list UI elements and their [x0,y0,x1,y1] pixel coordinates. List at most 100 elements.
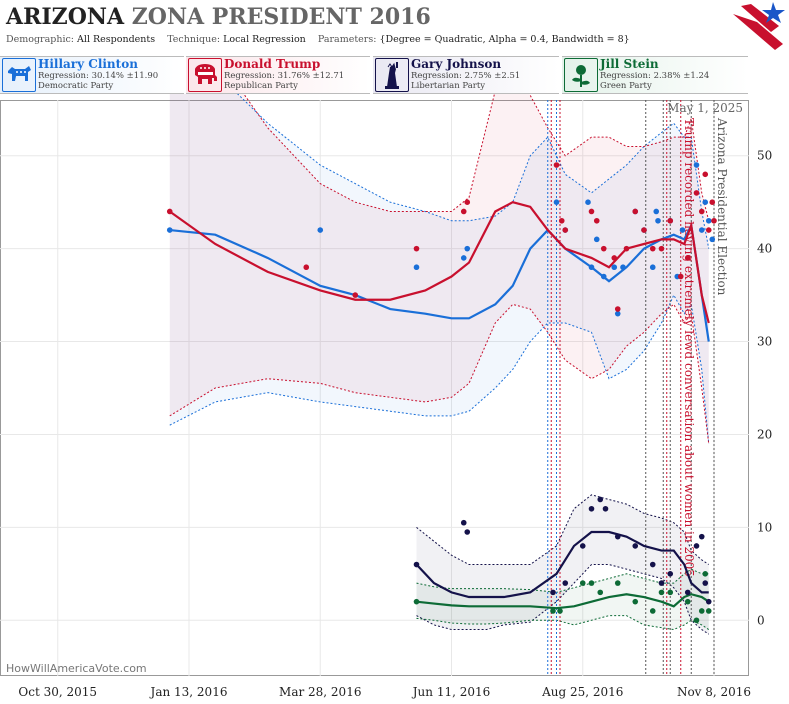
poll-point [588,264,595,271]
poll-point [303,264,310,271]
regression-line [415,530,709,599]
poll-point [649,561,656,568]
y-tick-label: 30 [757,335,772,349]
poll-point [553,199,560,205]
event-label: Trump recorded having extremely lewd con… [682,118,696,577]
poll-point [698,227,705,233]
y-tick-label: 40 [757,242,772,256]
poll-point [614,580,621,586]
candidate-name: Jill Stein [600,57,659,71]
poll-point [667,589,674,596]
poll-point [702,199,709,205]
poll-point [693,162,700,168]
x-tick-label: Mar 28, 2016 [279,685,361,699]
candidate-name: Gary Johnson [411,57,502,71]
demographic-label: Demographic: [6,34,75,45]
x-tick-label: Oct 30, 2015 [18,685,97,699]
liberty-icon [375,58,409,92]
poll-point [641,227,647,233]
poll-point [614,533,621,540]
poll-point [317,227,324,233]
x-tick-label: Nov 8, 2016 [677,685,751,699]
poll-point [709,199,716,205]
donkey-icon [2,58,36,92]
poll-point [709,236,716,243]
upper-bound-line [243,94,710,221]
poll-point [579,543,586,549]
poll-point [588,505,595,512]
poll-point [588,208,595,215]
poll-point [702,580,709,586]
watermark: HowWillAmericaVote.com [6,662,147,675]
y-tick-label: 10 [757,520,772,534]
poll-point [667,217,674,224]
poll-point [702,571,709,577]
poll-point [667,571,674,577]
poll-point [658,245,665,252]
poll-point [553,162,560,168]
poll-point [166,227,173,233]
poll-point [413,264,420,271]
poll-point [693,617,700,624]
poll-point [693,190,700,196]
poll-point [562,227,569,233]
poll-point [698,533,705,540]
x-tick-label: Aug 25, 2016 [541,685,623,699]
poll-point [464,529,471,535]
regression-line [169,221,710,342]
plot-frame [0,100,749,676]
poll-point [649,608,656,614]
poll-point [679,227,686,233]
confidence-band [416,569,709,630]
y-tick-label: 50 [757,149,772,163]
upper-bound-line [237,94,710,249]
candidate-party: Republican Party [224,81,298,91]
poll-point [558,217,565,224]
poll-point [698,608,705,614]
poll-point [677,273,684,280]
poll-point [611,264,618,271]
poll-point [649,264,656,271]
candidate-legend: Hillary Clinton Regression: 30.14% ±11.9… [0,56,789,94]
elephant-icon [188,58,222,92]
candidate-regression: Regression: 2.38% ±1.24 [600,71,710,81]
regression-line [169,201,710,324]
poll-point [705,598,712,605]
poll-point [464,199,471,205]
poll-point [693,543,700,549]
candidate-regression: Regression: 31.76% ±12.71 [224,71,345,81]
poll-point [460,208,467,215]
poll-point [632,543,639,549]
x-tick-label: Jan 13, 2016 [149,685,228,699]
poll-point [705,217,712,224]
poll-point [585,199,591,205]
demographic-value: All Respondents [77,34,156,45]
poll-point [550,608,556,614]
poll-point [653,208,660,215]
poll-point [611,255,618,261]
parameters-value: {Degree = Quadratic, Alpha = 0.4, Bandwi… [379,34,630,45]
poll-point [597,496,604,503]
candidate-card-johnson: Gary Johnson Regression: 2.75% ±2.51 Lib… [373,56,559,94]
poll-point [658,589,665,596]
poll-point [614,306,621,312]
poll-point [464,245,471,252]
event-label: Arizona Presidential Election [715,117,729,296]
candidate-name: Donald Trump [224,57,321,71]
poll-point [588,580,595,586]
y-tick-label: 20 [757,427,772,441]
poll-point [550,589,556,596]
poll-point [623,245,630,252]
header: ARIZONA ZONA PRESIDENT 2016 Demographic:… [0,0,789,56]
parameters-label: Parameters: [317,34,377,45]
title-rest: ZONA PRESIDENT 2016 [131,4,431,30]
poll-point [684,255,691,261]
technique-value: Local Regression [223,34,306,45]
confidence-band [169,94,709,444]
poll-point [698,208,705,215]
candidate-party: Libertarian Party [411,81,486,91]
poll-point [620,264,626,271]
poll-point [597,589,604,596]
poll-point [352,292,359,298]
poll-point [579,580,586,586]
